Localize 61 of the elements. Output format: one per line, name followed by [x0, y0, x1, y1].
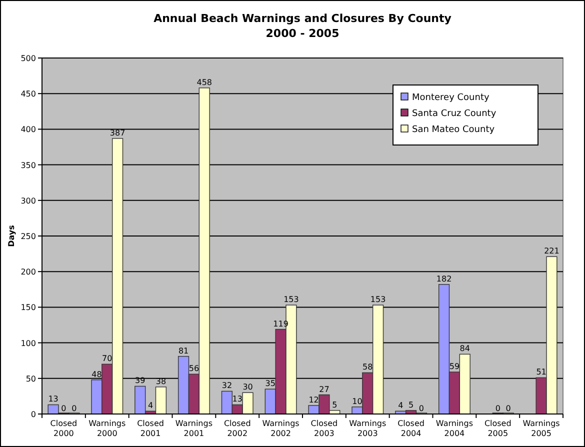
data-label: 30	[242, 382, 253, 392]
data-label: 0	[61, 404, 66, 413]
data-label: 153	[284, 295, 299, 304]
data-label: 4	[398, 401, 404, 410]
x-tick-label: Warnings 2004	[436, 419, 473, 438]
data-label: 51	[536, 368, 546, 377]
data-label: 182	[436, 274, 452, 284]
data-label: 35	[265, 379, 276, 388]
data-label: 13	[48, 394, 58, 404]
x-tick-label: Warnings 2003	[349, 419, 386, 438]
data-label: 27	[319, 384, 330, 394]
y-tick-label: 450	[20, 90, 36, 99]
y-tick-label: 200	[20, 268, 36, 277]
y-tick-label: 0	[30, 410, 36, 419]
data-label: 10	[352, 396, 362, 406]
y-tick-label: 350	[20, 160, 36, 170]
x-tick-label: Closed 2004	[398, 419, 424, 438]
y-tick-label: 50	[26, 374, 36, 384]
x-tick-label: Closed 2005	[484, 419, 512, 438]
y-tick-label: 150	[20, 303, 36, 312]
data-label: 81	[178, 346, 189, 356]
data-label: 59	[449, 362, 460, 371]
legend-label: Santa Cruz County	[412, 109, 497, 119]
chart-title: Annual Beach Warnings and Closures By County	[154, 12, 452, 25]
legend-label: Monterey County	[412, 93, 490, 103]
data-label: 0	[495, 404, 500, 413]
data-label: 56	[188, 364, 200, 374]
x-tick-label: Closed 2002	[224, 419, 251, 438]
y-tick-label: 500	[20, 54, 36, 63]
data-label: 32	[222, 381, 232, 390]
y-axis-title: Days	[7, 224, 16, 247]
x-tick-label: Warnings 2000	[88, 419, 126, 438]
x-tick-label: Closed 2001	[137, 419, 164, 438]
data-label: 58	[362, 362, 373, 372]
x-tick-label: Warnings 2002	[262, 419, 300, 438]
data-label: 0	[72, 404, 77, 413]
y-tick-label: 250	[20, 232, 36, 241]
data-label: 84	[460, 344, 470, 354]
x-tick-label: Warnings 2005	[522, 419, 560, 438]
data-label: 13	[232, 394, 242, 404]
data-label: 387	[110, 128, 126, 138]
y-tick-label: 400	[20, 125, 36, 134]
data-label: 12	[308, 395, 319, 404]
data-label: 0	[418, 404, 424, 413]
y-tick-label: 300	[20, 196, 36, 206]
data-label: 119	[273, 319, 288, 328]
data-label: 0	[506, 404, 511, 413]
data-label: 221	[544, 246, 560, 256]
data-label: 153	[370, 295, 386, 304]
data-label: 70	[102, 354, 112, 364]
data-label: 458	[196, 78, 212, 87]
data-label: 5	[408, 400, 414, 410]
chart-subtitle: 2000 - 2005	[266, 27, 340, 40]
data-label: 48	[92, 370, 102, 379]
data-label: 5	[332, 400, 338, 410]
y-tick-label: 100	[20, 338, 36, 348]
x-tick-label: Closed 2000	[50, 419, 78, 438]
legend-label: San Mateo County	[412, 125, 496, 135]
x-tick-label: Warnings 2001	[175, 419, 212, 438]
x-tick-label: Closed 2003	[310, 419, 338, 438]
data-label: 4	[148, 401, 154, 410]
